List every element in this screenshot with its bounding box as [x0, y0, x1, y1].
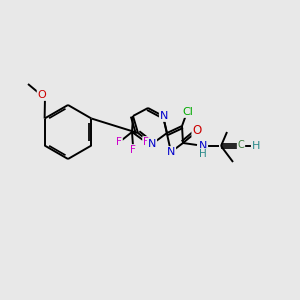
Text: F: F	[143, 137, 149, 147]
Text: N: N	[160, 111, 168, 121]
Text: F: F	[130, 145, 136, 155]
Text: N: N	[167, 147, 175, 157]
Text: O: O	[38, 90, 46, 100]
Text: C: C	[238, 140, 244, 150]
Text: H: H	[199, 149, 207, 159]
Text: N: N	[148, 139, 156, 149]
Text: O: O	[192, 124, 202, 136]
Text: Cl: Cl	[183, 107, 194, 117]
Text: N: N	[199, 141, 207, 151]
Text: H: H	[252, 141, 260, 151]
Text: F: F	[116, 137, 122, 147]
